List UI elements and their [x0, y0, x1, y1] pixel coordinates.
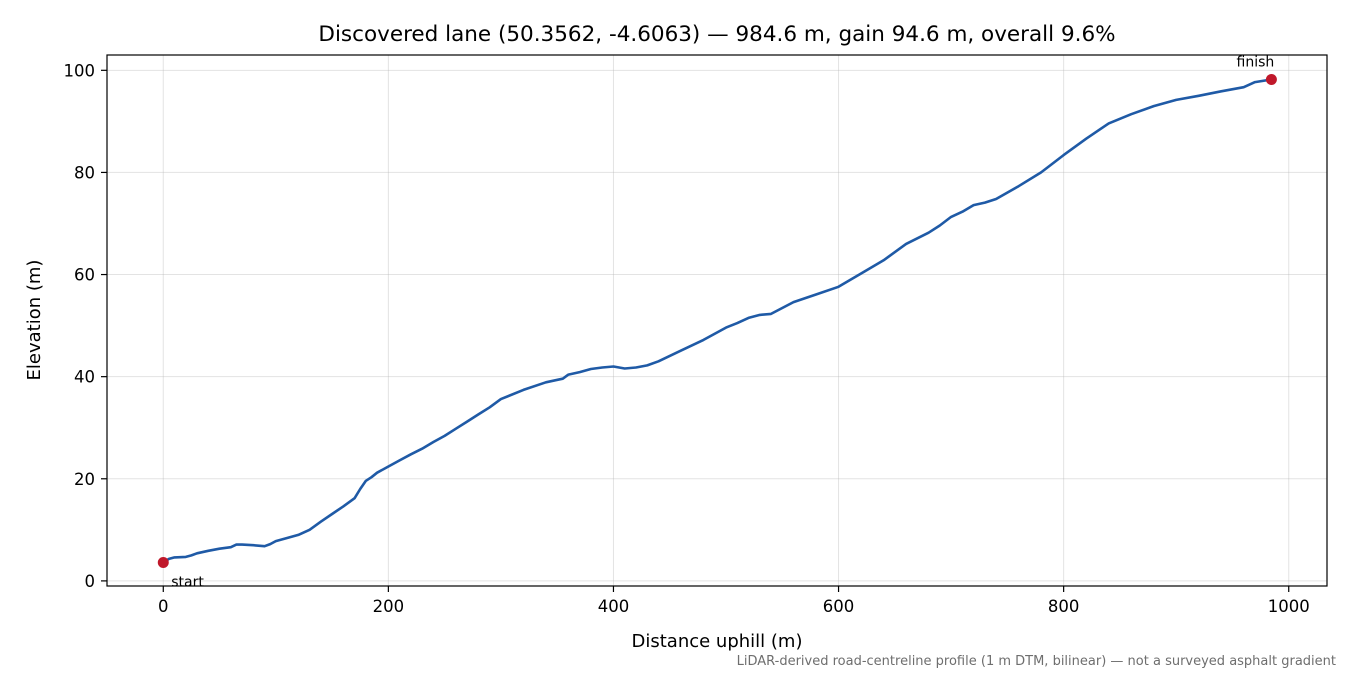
y-tick-label: 100 — [64, 61, 96, 80]
finish-marker — [1265, 74, 1277, 86]
x-tick-label: 600 — [823, 597, 855, 616]
x-tick-label: 800 — [1048, 597, 1080, 616]
start-marker — [157, 557, 169, 569]
x-axis: 0 200 400 600 800 1000 — [158, 586, 1310, 616]
x-tick-label: 1000 — [1268, 597, 1310, 616]
finish-label: finish — [1237, 55, 1275, 71]
y-axis-label: Elevation (m) — [24, 260, 45, 381]
y-tick-label: 80 — [74, 163, 95, 182]
y-axis: 0 20 40 60 80 100 — [64, 61, 107, 591]
chart-title: Discovered lane (50.3562, -4.6063) — 984… — [318, 22, 1115, 47]
x-axis-label: Distance uphill (m) — [632, 631, 803, 652]
y-tick-label: 60 — [74, 266, 95, 285]
footnote: LiDAR-derived road-centreline profile (1… — [737, 654, 1336, 669]
x-tick-label: 0 — [158, 597, 169, 616]
elevation-series-line — [162, 78, 1273, 564]
plot-frame — [106, 54, 1328, 587]
grid — [107, 55, 1327, 586]
start-label: start — [171, 575, 204, 591]
y-tick-label: 40 — [74, 368, 95, 387]
y-tick-label: 20 — [74, 470, 95, 489]
y-tick-label: 0 — [85, 572, 96, 591]
x-tick-label: 200 — [373, 597, 405, 616]
x-tick-label: 400 — [598, 597, 630, 616]
